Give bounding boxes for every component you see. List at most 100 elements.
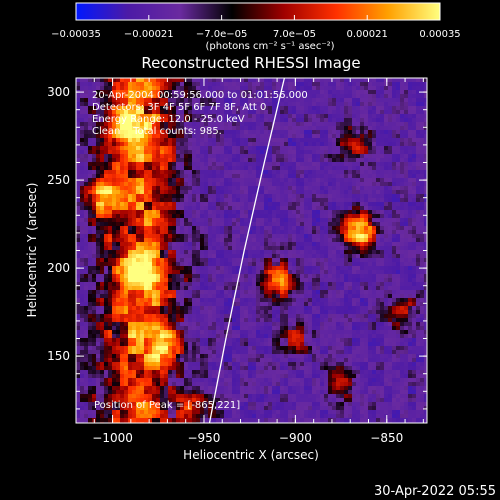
heatmap-cell: [328, 198, 332, 202]
heatmap-cell: [136, 130, 140, 134]
heatmap-cell: [196, 234, 200, 238]
heatmap-cell: [408, 250, 412, 254]
heatmap-cell: [312, 238, 316, 242]
heatmap-cell: [240, 78, 244, 82]
heatmap-cell: [172, 246, 176, 250]
heatmap-cell: [84, 130, 88, 134]
heatmap-cell: [396, 186, 400, 190]
heatmap-cell: [84, 218, 88, 222]
heatmap-cell: [76, 254, 80, 258]
heatmap-cell: [400, 138, 404, 142]
heatmap-cell: [324, 294, 328, 298]
heatmap-cell: [228, 182, 232, 186]
heatmap-cell: [304, 294, 308, 298]
heatmap-cell: [344, 86, 348, 90]
heatmap-cell: [136, 102, 140, 106]
heatmap-cell: [256, 254, 260, 258]
heatmap-cell: [108, 270, 112, 274]
heatmap-cell: [152, 210, 156, 214]
heatmap-cell: [196, 174, 200, 178]
heatmap-cell: [116, 122, 120, 126]
heatmap-cell: [176, 114, 180, 118]
heatmap-cell: [244, 266, 248, 270]
heatmap-cell: [252, 186, 256, 190]
heatmap-cell: [248, 230, 252, 234]
heatmap-cell: [184, 154, 188, 158]
heatmap-cell: [208, 190, 212, 194]
heatmap-cell: [112, 298, 116, 302]
heatmap-cell: [184, 214, 188, 218]
heatmap-cell: [312, 154, 316, 158]
heatmap-cell: [168, 146, 172, 150]
heatmap-cell: [424, 230, 427, 234]
heatmap-cell: [412, 170, 416, 174]
heatmap-cell: [96, 198, 100, 202]
heatmap-cell: [376, 214, 380, 218]
heatmap-cell: [96, 122, 100, 126]
heatmap-cell: [328, 290, 332, 294]
heatmap-cell: [276, 302, 280, 306]
heatmap-cell: [388, 102, 392, 106]
heatmap-cell: [172, 302, 176, 306]
heatmap-cell: [144, 274, 148, 278]
heatmap-cell: [76, 146, 80, 150]
heatmap-cell: [212, 114, 216, 118]
heatmap-cell: [316, 222, 320, 226]
heatmap-cell: [372, 110, 376, 114]
heatmap-cell: [252, 282, 256, 286]
heatmap-cell: [160, 198, 164, 202]
heatmap-cell: [128, 286, 132, 290]
heatmap-cell: [180, 206, 184, 210]
heatmap-cell: [356, 238, 360, 242]
heatmap-cell: [84, 138, 88, 142]
heatmap-cell: [204, 246, 208, 250]
heatmap-cell: [232, 278, 236, 282]
heatmap-cell: [124, 102, 128, 106]
heatmap-cell: [340, 98, 344, 102]
heatmap-cell: [272, 214, 276, 218]
heatmap-cell: [148, 162, 152, 166]
heatmap-cell: [392, 78, 396, 82]
heatmap-cell: [380, 222, 384, 226]
heatmap-cell: [96, 282, 100, 286]
heatmap-cell: [136, 106, 140, 110]
heatmap-cell: [208, 214, 212, 218]
heatmap-cell: [380, 78, 384, 82]
heatmap-cell: [332, 294, 336, 298]
heatmap-cell: [180, 142, 184, 146]
heatmap-cell: [344, 150, 348, 154]
heatmap-cell: [252, 286, 256, 290]
heatmap-cell: [316, 298, 320, 302]
heatmap-cell: [384, 218, 388, 222]
heatmap-cell: [404, 170, 408, 174]
heatmap-cell: [328, 174, 332, 178]
heatmap-cell: [268, 206, 272, 210]
heatmap-cell: [308, 170, 312, 174]
heatmap-cell: [292, 258, 296, 262]
heatmap-cell: [252, 162, 256, 166]
heatmap-cell: [96, 226, 100, 230]
heatmap-cell: [136, 86, 140, 90]
heatmap-cell: [136, 166, 140, 170]
heatmap-cell: [124, 78, 128, 82]
heatmap-cell: [116, 218, 120, 222]
heatmap-cell: [328, 234, 332, 238]
heatmap-cell: [112, 242, 116, 246]
heatmap-cell: [228, 170, 232, 174]
heatmap-cell: [276, 190, 280, 194]
heatmap-cell: [116, 82, 120, 86]
heatmap-cell: [212, 198, 216, 202]
heatmap-cell: [104, 166, 108, 170]
heatmap-cell: [400, 142, 404, 146]
heatmap-cell: [244, 294, 248, 298]
heatmap-cell: [320, 154, 324, 158]
heatmap-cell: [360, 114, 364, 118]
heatmap-cell: [280, 150, 284, 154]
heatmap-cell: [356, 126, 360, 130]
heatmap-cell: [312, 82, 316, 86]
heatmap-cell: [348, 194, 352, 198]
heatmap-cell: [352, 186, 356, 190]
heatmap-cell: [368, 150, 372, 154]
heatmap-cell: [256, 162, 260, 166]
heatmap-cell: [204, 106, 208, 110]
